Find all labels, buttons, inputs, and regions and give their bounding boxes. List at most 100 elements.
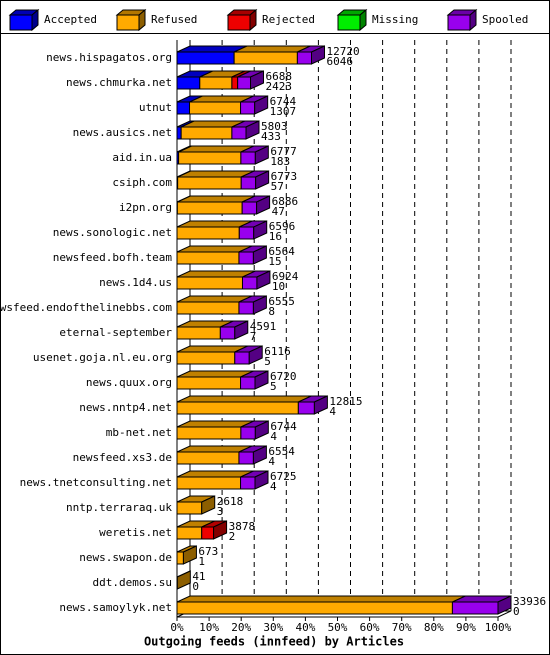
- bar-segment: [176, 351, 236, 365]
- bar-segment: [176, 51, 235, 65]
- bar-segment: [241, 201, 258, 215]
- accepted-label: 3: [217, 505, 224, 518]
- x-tick-label: 60%: [360, 621, 380, 634]
- x-tick-label: 20%: [231, 621, 251, 634]
- bar-side: [254, 420, 269, 440]
- accepted-label: 47: [272, 205, 285, 218]
- y-tick-label: news.chmurka.net: [66, 76, 172, 89]
- y-tick-label: news.hispagatos.org: [46, 51, 172, 64]
- bar-segment: [297, 401, 315, 415]
- total-label: 6596: [269, 220, 296, 233]
- accepted-label: 2423: [266, 80, 293, 93]
- accepted-label: 5: [264, 355, 271, 368]
- bar-side: [250, 70, 265, 90]
- bar-segment: [176, 601, 453, 615]
- total-label: 6924: [272, 270, 299, 283]
- bar-side: [256, 270, 271, 290]
- legend-label: Rejected: [262, 13, 315, 26]
- bar-segment: [176, 426, 242, 440]
- accepted-label: 6046: [326, 55, 353, 68]
- accepted-label: 7: [250, 330, 257, 343]
- bar-segment: [176, 76, 201, 90]
- y-tick-label: newsfeed.xs3.de: [73, 451, 172, 464]
- x-tick-label: 30%: [263, 621, 283, 634]
- accepted-label: 5: [270, 380, 277, 393]
- accepted-label: 4: [270, 430, 277, 443]
- bar-segment: [201, 526, 215, 540]
- bar-segment: [296, 51, 312, 65]
- x-tick-label: 50%: [328, 621, 348, 634]
- bar-top: [176, 395, 312, 403]
- total-label: 6720: [270, 370, 297, 383]
- bar-segment: [241, 276, 258, 290]
- total-label: 33936: [513, 595, 546, 608]
- bar-side: [313, 395, 328, 415]
- bar-side: [310, 45, 325, 65]
- bar-side: [252, 245, 267, 265]
- total-label: 6564: [268, 245, 295, 258]
- total-label: 12720: [326, 45, 359, 58]
- bar-segment: [176, 451, 240, 465]
- total-label: 6777: [270, 145, 297, 158]
- accepted-label: 4: [268, 455, 275, 468]
- bar-segment: [176, 251, 240, 265]
- total-label: 2618: [217, 495, 244, 508]
- legend-swatch: [116, 14, 140, 31]
- bar-side: [201, 495, 216, 515]
- bar-segment: [180, 126, 233, 140]
- y-tick-label: nntp.terraraq.uk: [66, 501, 172, 514]
- bar-segment: [240, 176, 257, 190]
- total-label: 41: [192, 570, 205, 583]
- y-tick-label: news.samoylyk.net: [59, 601, 172, 614]
- bar-segment: [219, 326, 236, 340]
- accepted-label: 15: [268, 255, 281, 268]
- accepted-label: 2: [229, 530, 236, 543]
- y-tick-label: newsfeed.endofthelinebbs.com: [0, 301, 172, 314]
- bar-segment: [240, 426, 256, 440]
- total-label: 6886: [272, 195, 299, 208]
- bar-segment: [176, 301, 240, 315]
- bar-segment: [189, 101, 242, 115]
- y-tick-label: eternal-september: [59, 326, 172, 339]
- y-tick-label: usenet.goja.nl.eu.org: [33, 351, 172, 364]
- y-tick-label: i2pn.org: [119, 201, 172, 214]
- bar-segment: [176, 276, 243, 290]
- bar-side: [256, 195, 271, 215]
- bar-segment: [237, 76, 252, 90]
- bar-segment: [238, 451, 254, 465]
- y-tick-label: news.ausics.net: [73, 126, 172, 139]
- x-tick-label: 0%: [170, 621, 184, 634]
- bar-segment: [238, 226, 255, 240]
- x-tick-label: 70%: [392, 621, 412, 634]
- legend-swatch: [227, 14, 251, 31]
- bar-side: [252, 445, 267, 465]
- legend-label: Accepted: [44, 13, 97, 26]
- bar-segment: [240, 101, 256, 115]
- total-label: 5803: [261, 120, 288, 133]
- bar-segment: [231, 126, 247, 140]
- y-tick-label: weretis.net: [99, 526, 172, 539]
- bar-segment: [176, 526, 203, 540]
- legend-swatch: [337, 14, 361, 31]
- accepted-label: 57: [271, 180, 284, 193]
- bar-segment: [178, 151, 242, 165]
- bar-segment: [451, 601, 499, 615]
- legend-label: Missing: [372, 13, 418, 26]
- bar-segment: [240, 376, 256, 390]
- accepted-label: 1: [198, 555, 205, 568]
- bar-segment: [233, 51, 298, 65]
- bar-segment: [238, 301, 254, 315]
- bar-segment: [240, 151, 256, 165]
- total-label: 6773: [271, 170, 298, 183]
- y-tick-label: news.1d4.us: [99, 276, 172, 289]
- bar-segment: [176, 401, 299, 415]
- y-tick-label: news.sonologic.net: [53, 226, 172, 239]
- bar-side: [252, 295, 267, 315]
- accepted-label: 8: [268, 305, 275, 318]
- bar-segment: [234, 351, 250, 365]
- legend-swatch: [447, 14, 471, 31]
- total-label: 4591: [250, 320, 277, 333]
- total-label: 6116: [264, 345, 291, 358]
